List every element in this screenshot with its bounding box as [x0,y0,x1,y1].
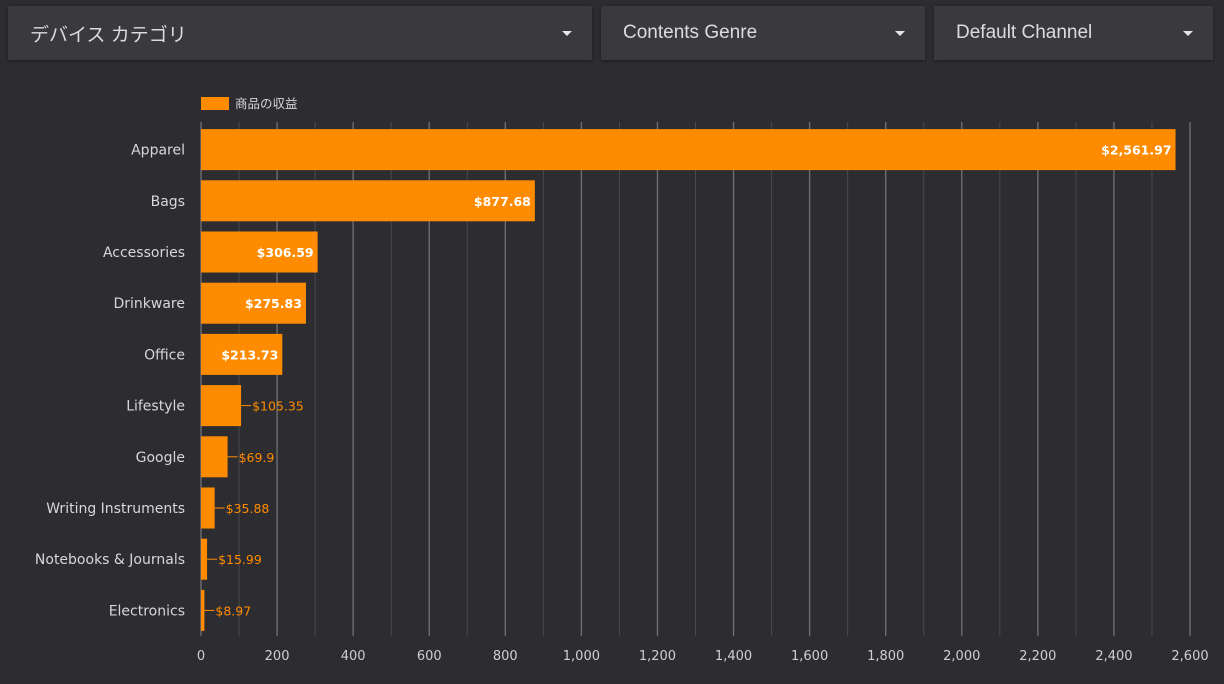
category-label: Lifestyle [126,399,185,415]
x-tick-label: 1,400 [715,649,752,664]
x-tick-label: 2,200 [1019,649,1056,664]
device-category-label: デバイス カテゴリ [30,24,187,46]
x-tick-label: 200 [265,649,290,664]
device-category-filter[interactable]: デバイス カテゴリ [8,6,592,60]
category-label: Google [136,450,185,466]
category-label: Accessories [103,245,185,261]
bar[interactable] [201,589,205,631]
bar[interactable] [201,436,228,478]
category-label: Drinkware [114,296,186,312]
data-label: $8.97 [215,603,251,618]
data-label: $69.9 [239,450,275,465]
data-label: $15.99 [218,552,262,567]
legend-swatch [201,97,229,110]
x-axis-ticks: 0 200 400 600 800 1,000 1,200 1,400 1,600 1,800 2,… [197,649,1209,664]
data-label: $306.59 [257,245,314,260]
contents-genre-filter[interactable]: Contents Genre [601,6,925,60]
x-tick-label: 2,600 [1171,649,1208,664]
category-label: Bags [151,194,185,210]
default-channel-label: Default Channel [956,22,1093,43]
chevron-down-icon[interactable] [562,30,572,36]
bar[interactable] [201,231,318,273]
default-channel-filter[interactable]: Default Channel [934,6,1213,60]
category-label: Writing Instruments [46,501,185,517]
bar[interactable] [201,333,283,375]
data-label: $2,561.97 [1101,143,1171,158]
bar[interactable] [201,487,215,529]
x-tick-label: 1,800 [867,649,904,664]
bar[interactable] [201,538,208,580]
x-tick-label: 1,000 [563,649,600,664]
category-label: Electronics [109,603,185,619]
bars: Apparel $2,561.97 Bags $877.68 Accessories $3… [35,129,1176,631]
x-tick-label: 400 [341,649,366,664]
grid-lines [200,122,1191,636]
data-label: $35.88 [226,501,270,516]
x-tick-label: 0 [197,649,205,664]
bar[interactable] [201,385,242,427]
data-label: $877.68 [474,194,531,209]
chart-legend[interactable]: 商品の収益 [201,96,298,111]
x-tick-label: 2,000 [943,649,980,664]
contents-genre-label: Contents Genre [623,22,758,43]
chevron-down-icon[interactable] [895,30,905,36]
x-tick-label: 600 [417,649,442,664]
x-tick-label: 800 [493,649,518,664]
category-label: Notebooks & Journals [35,552,185,568]
x-tick-label: 2,400 [1095,649,1132,664]
chevron-down-icon[interactable] [1183,30,1193,36]
x-tick-label: 1,600 [791,649,828,664]
data-label: $213.73 [221,347,278,362]
category-label: Office [144,347,185,363]
legend-label: 商品の収益 [235,96,298,111]
bar[interactable] [201,282,306,324]
data-label: $105.35 [252,399,304,414]
bar[interactable] [201,129,1176,171]
data-label: $275.83 [245,296,302,311]
x-tick-label: 1,200 [639,649,676,664]
category-label: Apparel [131,143,185,159]
bar[interactable] [201,180,535,222]
